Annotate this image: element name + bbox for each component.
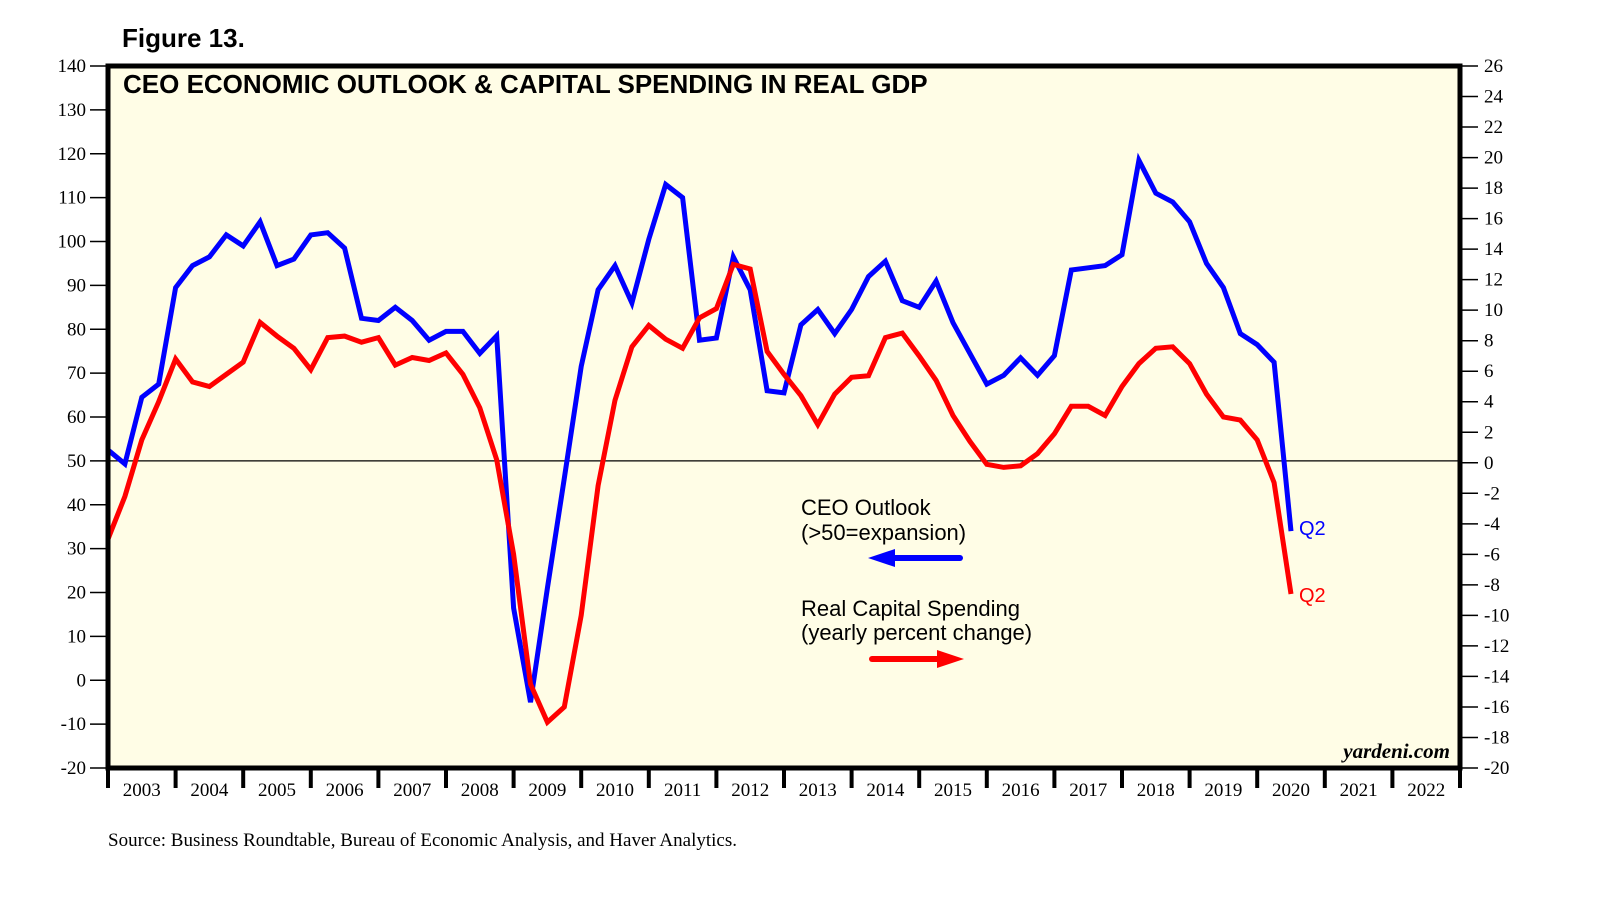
right-tick-label: -2 bbox=[1484, 483, 1500, 504]
left-tick-label: 0 bbox=[77, 670, 87, 691]
right-tick-label: 12 bbox=[1484, 270, 1503, 291]
left-tick-label: 100 bbox=[58, 232, 87, 253]
right-tick-label: 8 bbox=[1484, 331, 1494, 352]
right-tick-label: 2 bbox=[1484, 422, 1494, 443]
legend-capex-line2: (yearly percent change) bbox=[801, 620, 1032, 645]
right-tick-label: -6 bbox=[1484, 544, 1500, 565]
right-tick-label: 0 bbox=[1484, 453, 1494, 474]
right-tick-label: 18 bbox=[1484, 178, 1503, 199]
left-tick-label: 120 bbox=[58, 144, 87, 165]
legend-capex-arrow-icon bbox=[869, 650, 964, 668]
left-tick-label: 50 bbox=[67, 451, 86, 472]
year-label: 2006 bbox=[326, 780, 364, 801]
left-tick-label: -20 bbox=[61, 758, 86, 779]
year-label: 2021 bbox=[1340, 780, 1378, 801]
year-label: 2017 bbox=[1069, 780, 1107, 801]
left-tick-label: 90 bbox=[67, 275, 86, 296]
chart-title: CEO ECONOMIC OUTLOOK & CAPITAL SPENDING … bbox=[123, 69, 928, 99]
year-label: 2012 bbox=[731, 780, 769, 801]
year-label: 2015 bbox=[934, 780, 972, 801]
year-label: 2011 bbox=[664, 780, 701, 801]
right-tick-label: -8 bbox=[1484, 575, 1500, 596]
left-tick-label: 40 bbox=[67, 495, 86, 516]
left-tick-label: 80 bbox=[67, 319, 86, 340]
left-tick-label: 10 bbox=[67, 626, 86, 647]
right-tick-label: -20 bbox=[1484, 758, 1509, 779]
left-axis: -20 -10 0 10 20 30 40 50 60 70 80 90 100 110 120 130 140 bbox=[58, 56, 108, 779]
right-tick-label: 20 bbox=[1484, 148, 1503, 169]
right-tick-label: 6 bbox=[1484, 361, 1494, 382]
capital-spending-line bbox=[105, 261, 1294, 727]
year-label: 2019 bbox=[1204, 780, 1242, 801]
legend-ceo-arrow-icon bbox=[868, 549, 963, 567]
capex-end-label: Q2 bbox=[1299, 585, 1326, 607]
year-label: 2010 bbox=[596, 780, 634, 801]
left-tick-label: 140 bbox=[58, 56, 87, 77]
left-tick-label: -10 bbox=[61, 714, 86, 735]
right-tick-label: -12 bbox=[1484, 636, 1509, 657]
right-tick-label: 10 bbox=[1484, 300, 1503, 321]
year-label: 2008 bbox=[461, 780, 499, 801]
ceo-outlook-line bbox=[106, 152, 1294, 703]
left-tick-label: 70 bbox=[67, 363, 86, 384]
left-tick-label: 130 bbox=[58, 100, 87, 121]
right-tick-label: -16 bbox=[1484, 697, 1509, 718]
right-tick-label: -10 bbox=[1484, 605, 1509, 626]
left-tick-label: 60 bbox=[67, 407, 86, 428]
plot-background bbox=[108, 66, 1460, 768]
right-tick-label: 16 bbox=[1484, 209, 1503, 230]
left-tick-label: 30 bbox=[67, 539, 86, 560]
year-label: 2022 bbox=[1407, 780, 1445, 801]
year-label: 2013 bbox=[799, 780, 837, 801]
series-layer bbox=[105, 152, 1294, 727]
right-tick-label: -14 bbox=[1484, 666, 1510, 687]
right-axis: -20-18-16-14-12-10-8-6-4-202468101214161… bbox=[1460, 56, 1510, 779]
watermark: yardeni.com bbox=[1340, 739, 1450, 763]
year-label: 2009 bbox=[528, 780, 566, 801]
right-tick-label: 26 bbox=[1484, 56, 1503, 77]
year-label: 2003 bbox=[123, 780, 161, 801]
year-label: 2004 bbox=[190, 780, 229, 801]
year-label: 2005 bbox=[258, 780, 296, 801]
right-tick-label: 4 bbox=[1484, 392, 1494, 413]
left-tick-label: 110 bbox=[58, 188, 86, 209]
x-axis: 2003 2004 2005 2006 2007 2008 2009 2010 2011 2012… bbox=[106, 768, 1462, 801]
ceo-end-label: Q2 bbox=[1299, 518, 1326, 540]
year-label: 2007 bbox=[393, 780, 431, 801]
legend-ceo-line2: (>50=expansion) bbox=[801, 520, 966, 545]
year-label: 2018 bbox=[1137, 780, 1175, 801]
source-note: Source: Business Roundtable, Bureau of E… bbox=[108, 830, 737, 851]
year-label: 2014 bbox=[866, 780, 905, 801]
right-tick-label: -18 bbox=[1484, 727, 1509, 748]
figure-label: Figure 13. bbox=[122, 23, 245, 53]
right-tick-label: 24 bbox=[1484, 87, 1504, 108]
legend-ceo-line1: CEO Outlook bbox=[801, 495, 932, 520]
right-tick-label: 14 bbox=[1484, 239, 1504, 260]
year-label: 2016 bbox=[1002, 780, 1040, 801]
left-tick-label: 20 bbox=[67, 583, 86, 604]
right-tick-label: 22 bbox=[1484, 117, 1503, 138]
right-tick-label: -4 bbox=[1484, 514, 1500, 535]
legend: CEO Outlook (>50=expansion) Real Capital… bbox=[801, 495, 1032, 668]
year-label: 2020 bbox=[1272, 780, 1310, 801]
legend-capex-line1: Real Capital Spending bbox=[801, 596, 1020, 621]
